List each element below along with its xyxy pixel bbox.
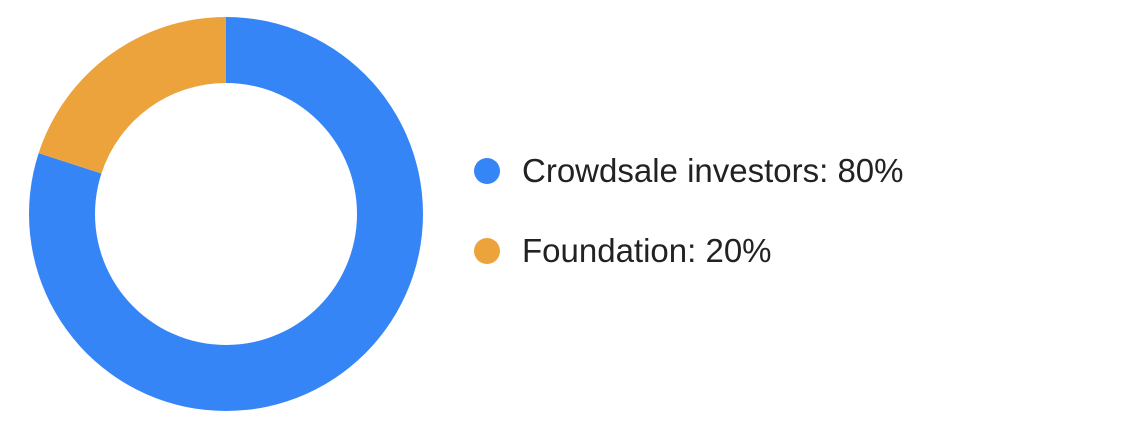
slice-foundation	[38, 17, 227, 174]
donut-chart	[29, 17, 424, 411]
chart-legend: Crowdsale investors: 80% Foundation: 20%	[474, 152, 904, 270]
legend-dot-crowdsale-investors	[474, 158, 500, 184]
legend-label-foundation: Foundation: 20%	[522, 232, 772, 269]
slice-crowdsale-investors	[29, 17, 424, 411]
legend-dot-foundation	[474, 238, 500, 264]
legend-label-crowdsale-investors: Crowdsale investors: 80%	[522, 152, 904, 189]
legend-item-foundation: Foundation: 20%	[474, 232, 904, 270]
legend-item-crowdsale-investors: Crowdsale investors: 80%	[474, 152, 904, 190]
